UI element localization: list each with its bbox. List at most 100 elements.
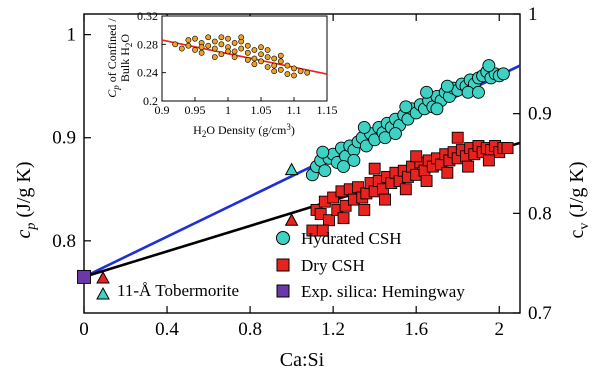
y-left-label-main: c [13,230,35,239]
hydrated-csh-point [347,153,361,167]
dry-csh-point [327,191,340,204]
axis-ticks: 0 0.4 0.8 1.2 1.6 2 0.8 0.9 1 0.7 0.8 0.9 1 [52,4,552,340]
inset-point [231,54,238,60]
inset-point [258,58,264,65]
inset-point [218,51,225,58]
inset-point [251,47,258,53]
legend-marker-tobermorite-cyan [96,286,110,300]
hydrated-csh-point [482,59,496,73]
inset-point [211,38,218,45]
dry-csh-point [441,166,454,179]
dry-csh-point [379,193,391,206]
hydrated-csh-point [472,85,485,99]
inset-point [258,51,264,58]
inset-y-tick-label: 0.32 [137,9,158,23]
inset-ticks: 0.9 0.95 1 1.05 1.1 1.15 0.2 0.24 0.28 0.32 [137,9,338,117]
inset-point [192,47,198,53]
x-tick-label: 2 [494,319,504,340]
dry-csh-point [501,142,514,154]
inset-y-label: Cp of Confined / Bulk H2O [105,18,134,98]
y-left-tick-label: 0.9 [52,128,76,149]
legend-label-dry: Dry CSH [301,256,365,275]
hydrated-csh-point [420,85,434,99]
legend-marker-tobermorite-red [96,270,110,284]
hydrated-csh-point [388,127,402,141]
inset-x-tick-label: 1 [225,103,231,117]
dry-csh-point [337,212,350,225]
inset-x-tick-label: 1.05 [251,103,272,117]
inset-point [218,34,225,41]
inset-points [172,34,311,79]
dry-csh-point [482,154,495,167]
inset-point [251,61,258,68]
y-left-label-sub: p [24,223,39,231]
inset-point [205,42,212,49]
svg-text:Bulk H2O: Bulk H2O [118,34,134,83]
inset-point [284,71,291,77]
inset-x-tick-label: 0.9 [155,103,170,117]
inset-point [231,48,238,55]
inset-x-tick-label: 1.1 [287,103,302,117]
inset-point [291,72,297,79]
dry-csh-point [339,199,352,212]
y-right-label-unit: (J/g K) [566,162,588,223]
inset-point [277,52,284,59]
legend-marker-hydrated [276,231,290,245]
tobermorite-point [284,162,299,176]
inset-point [225,48,231,55]
inset-point [231,40,238,46]
inset-point [205,34,212,41]
dry-csh-point [451,131,464,144]
inset-point [277,66,284,73]
dry-csh-point [358,203,371,216]
svg-text:Cp of Confined /: Cp of Confined / [105,18,121,98]
hydrated-csh-point [357,120,371,134]
x-axis-label: Ca:Si [280,349,325,371]
dry-csh-point [316,224,329,237]
dry-csh-point [420,175,433,187]
inset-point [304,69,311,76]
x-tick-label: 1.2 [321,319,345,340]
inset-point [192,35,198,42]
inset-point [225,35,231,42]
inset-point [211,45,218,52]
inset-point [198,44,205,51]
y-right-tick-label: 1 [528,4,538,25]
y-right-tick-label: 0.7 [528,303,552,324]
hydrated-csh-point [337,160,350,174]
inset-x-label: H2O Density (g/cm3) [193,122,295,139]
hydrated-csh-point [318,164,332,178]
inset-point [264,64,271,70]
inset-point [264,54,271,60]
y-axis-left-label: cp (J/g K) [13,162,39,239]
dry-csh-point [410,150,423,163]
inset-point [238,34,245,41]
dry-csh-point [368,162,381,175]
x-tick-label: 1.6 [404,319,428,340]
dry-csh-point [399,183,412,196]
inset-point [244,49,251,56]
legend-label-tobermorite: 11-Å Tobermorite [117,281,239,300]
inset-point [198,49,205,56]
inset-y-tick-label: 0.28 [137,37,158,51]
inset-y-tick-label: 0.2 [143,94,158,108]
inset-point [244,42,251,49]
y-right-label-main: c [566,230,588,239]
inset-point [218,41,225,48]
legend-marker-dry [276,258,290,272]
inset-point [284,62,291,69]
dry-csh-point [323,214,335,227]
hydrated-csh-point [440,79,454,93]
y-right-label-sub: v [577,223,592,230]
data-points [77,59,514,284]
inset-point [264,47,271,53]
hydrated-csh-point [430,102,444,116]
x-tick-label: 0.4 [155,319,179,340]
inset-point [297,68,304,75]
dry-csh-point [462,160,475,173]
y-left-tick-label: 1 [67,25,77,46]
legend: Hydrated CSH Dry CSH Exp. silica: Heming… [96,229,465,301]
inset-point [172,41,179,48]
legend-marker-silica [276,284,290,298]
plot-frame [83,13,521,314]
